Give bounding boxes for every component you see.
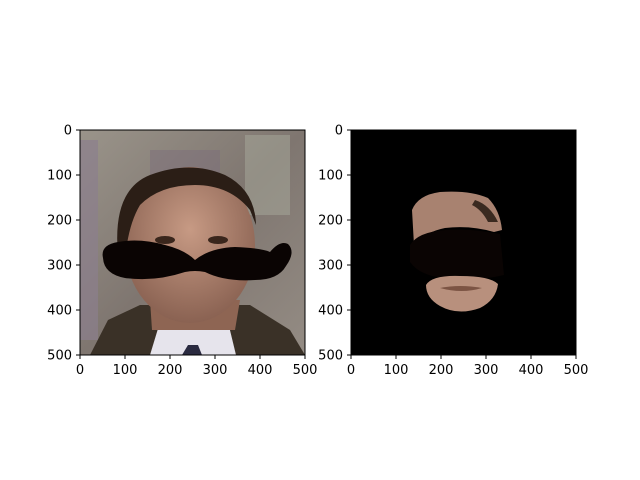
masked-mustache xyxy=(410,229,504,280)
y-tick-label: 200 xyxy=(318,214,343,229)
background-light xyxy=(245,135,290,215)
y-tick-label: 300 xyxy=(47,259,72,274)
shirt-collar xyxy=(150,322,236,355)
x-tick-label: 100 xyxy=(384,363,409,378)
right-image-panel xyxy=(351,130,576,355)
y-tick-label: 0 xyxy=(64,124,72,139)
hair xyxy=(117,167,256,260)
x-tick-label: 400 xyxy=(519,363,544,378)
y-tick-label: 500 xyxy=(318,349,343,364)
tie xyxy=(182,345,202,355)
x-tick-label: 400 xyxy=(248,363,273,378)
y-tick-label: 500 xyxy=(47,349,72,364)
x-tick-label: 300 xyxy=(203,363,228,378)
masked-hair-edge xyxy=(472,200,498,222)
x-tick-label: 0 xyxy=(76,363,84,378)
right-eye xyxy=(208,236,228,244)
x-tick-label: 500 xyxy=(564,363,589,378)
mustache-overlay xyxy=(102,240,292,281)
y-tick-label: 0 xyxy=(335,124,343,139)
x-tick-label: 200 xyxy=(158,363,183,378)
masked-lips xyxy=(440,286,482,291)
y-tick-label: 100 xyxy=(318,169,343,184)
x-tick-label: 300 xyxy=(474,363,499,378)
x-tick-label: 200 xyxy=(429,363,454,378)
left-axes-frame xyxy=(79,129,306,356)
face xyxy=(125,167,255,323)
left-image-panel xyxy=(80,130,305,355)
x-tick-label: 100 xyxy=(113,363,138,378)
x-tick-label: 500 xyxy=(293,363,318,378)
y-tick-label: 200 xyxy=(47,214,72,229)
masked-chin xyxy=(426,275,498,312)
y-tick-label: 400 xyxy=(47,304,72,319)
background-curtain-left xyxy=(80,140,98,340)
y-tick-label: 400 xyxy=(318,304,343,319)
left-eye xyxy=(155,236,175,244)
axis-ticks: 0 100 200 300 400 500 0 100 200 300 400 500 0 100 200 3… xyxy=(47,124,588,379)
y-tick-label: 100 xyxy=(47,169,72,184)
y-tick-label: 300 xyxy=(318,259,343,274)
x-tick-label: 0 xyxy=(347,363,355,378)
right-axes-frame xyxy=(350,129,577,356)
